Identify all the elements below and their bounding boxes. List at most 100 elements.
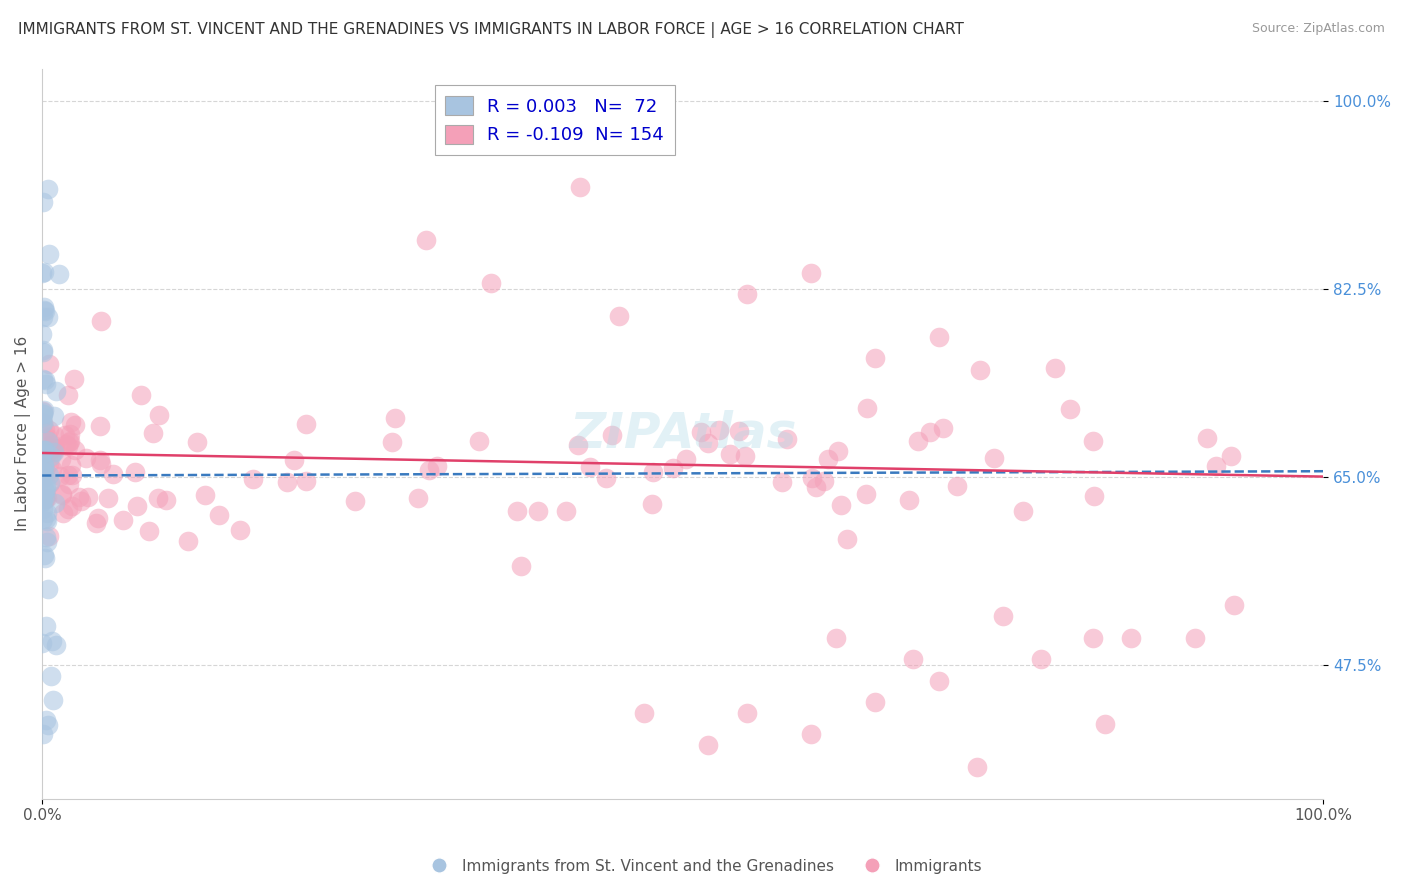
- Point: [1197, 431, 1219, 445]
- Point: [806, 480, 828, 494]
- Point: [31, 444, 53, 458]
- Point: [51, 487, 73, 501]
- Point: [897, 492, 920, 507]
- Legend: Immigrants from St. Vincent and the Grenadines, Immigrants: Immigrants from St. Vincent and the Gren…: [418, 853, 988, 880]
- Point: [1012, 504, 1035, 518]
- Point: [31, 410, 53, 425]
- Point: [510, 558, 533, 573]
- Point: [505, 504, 527, 518]
- Point: [418, 463, 440, 477]
- Point: [31, 326, 53, 341]
- Point: [35, 430, 58, 444]
- Point: [735, 706, 758, 720]
- Point: [32, 727, 55, 741]
- Point: [32, 403, 55, 417]
- Point: [32, 300, 55, 314]
- Point: [1205, 458, 1227, 473]
- Point: [34, 376, 56, 391]
- Point: [89, 419, 111, 434]
- Point: [55, 437, 77, 451]
- Point: [56, 468, 79, 483]
- Point: [32, 467, 55, 481]
- Point: [38, 423, 60, 437]
- Point: [31, 416, 53, 430]
- Point: [903, 652, 925, 666]
- Point: [579, 459, 602, 474]
- Point: [863, 351, 886, 366]
- Point: [467, 434, 489, 448]
- Point: [124, 465, 146, 479]
- Point: [38, 529, 60, 543]
- Point: [34, 484, 56, 499]
- Point: [697, 435, 720, 450]
- Point: [59, 426, 82, 441]
- Point: [35, 619, 58, 633]
- Point: [142, 425, 165, 440]
- Point: [718, 447, 741, 461]
- Point: [60, 458, 83, 473]
- Point: [208, 508, 231, 522]
- Point: [1031, 652, 1053, 666]
- Point: [415, 233, 437, 247]
- Point: [34, 443, 56, 458]
- Point: [855, 487, 877, 501]
- Point: [35, 512, 58, 526]
- Point: [827, 444, 849, 458]
- Point: [51, 452, 73, 467]
- Point: [569, 179, 592, 194]
- Point: [97, 491, 120, 505]
- Point: [75, 450, 97, 465]
- Point: [31, 442, 53, 457]
- Point: [697, 738, 720, 752]
- Point: [87, 510, 110, 524]
- Point: [1222, 599, 1244, 613]
- Point: [34, 550, 56, 565]
- Point: [34, 483, 56, 497]
- Point: [32, 372, 55, 386]
- Point: [34, 461, 56, 475]
- Point: [276, 475, 298, 489]
- Point: [928, 673, 950, 688]
- Point: [32, 459, 55, 474]
- Point: [35, 506, 58, 520]
- Point: [35, 491, 58, 505]
- Point: [45, 384, 67, 398]
- Point: [229, 523, 252, 537]
- Point: [602, 428, 624, 442]
- Point: [35, 478, 58, 492]
- Point: [34, 483, 56, 498]
- Point: [32, 265, 55, 279]
- Point: [735, 287, 758, 301]
- Point: [89, 453, 111, 467]
- Point: [479, 277, 502, 291]
- Point: [32, 404, 55, 418]
- Text: ZIPAtlas: ZIPAtlas: [569, 409, 796, 458]
- Point: [51, 488, 73, 502]
- Y-axis label: In Labor Force | Age > 16: In Labor Force | Age > 16: [15, 336, 31, 532]
- Point: [44, 495, 66, 509]
- Point: [44, 441, 66, 455]
- Point: [728, 425, 751, 439]
- Point: [1059, 402, 1081, 417]
- Point: [70, 494, 93, 508]
- Point: [426, 458, 449, 473]
- Point: [34, 713, 56, 727]
- Point: [31, 447, 53, 461]
- Point: [32, 502, 55, 516]
- Point: [966, 759, 988, 773]
- Point: [131, 387, 153, 401]
- Point: [1094, 716, 1116, 731]
- Point: [84, 516, 107, 530]
- Point: [835, 533, 858, 547]
- Point: [817, 452, 839, 467]
- Point: [34, 530, 56, 544]
- Point: [32, 302, 55, 317]
- Point: [38, 468, 60, 483]
- Point: [41, 462, 63, 476]
- Point: [56, 501, 79, 516]
- Point: [567, 438, 589, 452]
- Point: [41, 445, 63, 459]
- Point: [31, 407, 53, 421]
- Point: [1083, 489, 1105, 503]
- Point: [1220, 450, 1243, 464]
